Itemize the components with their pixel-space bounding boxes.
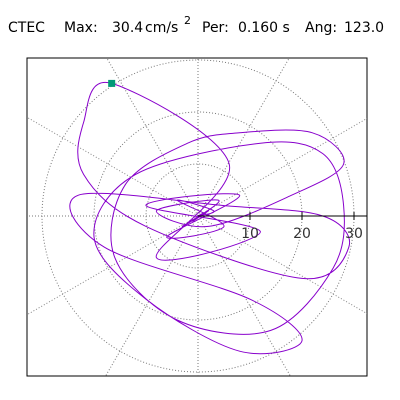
trajectory: [69, 81, 351, 355]
grid-spoke: [197, 58, 290, 217]
max-label: Max:: [64, 20, 98, 36]
grid-spoke: [27, 215, 199, 316]
r-tick-label: 30: [345, 226, 363, 242]
station: CTEC: [8, 20, 45, 36]
plot-frame: [26, 57, 368, 377]
peak-marker: [108, 79, 116, 87]
period-value: 0.160 s: [238, 20, 290, 36]
unit: cm/s: [145, 20, 178, 36]
r-tick-label: 10: [241, 226, 259, 242]
angle-value: 123.0: [344, 20, 384, 36]
grid-spoke: [197, 117, 367, 217]
period-label: Per:: [202, 20, 229, 36]
r-tick-label: 20: [293, 226, 311, 242]
plot-area: [27, 58, 367, 376]
angle-label: Ang:: [305, 20, 337, 36]
grid-spoke: [105, 215, 199, 376]
unit-power: 2: [184, 14, 191, 27]
grid-spoke: [27, 116, 199, 217]
max-value: 30.4: [112, 20, 143, 36]
grid-spoke: [197, 215, 367, 315]
grid-spoke: [197, 215, 291, 376]
grid-spoke: [106, 58, 199, 217]
